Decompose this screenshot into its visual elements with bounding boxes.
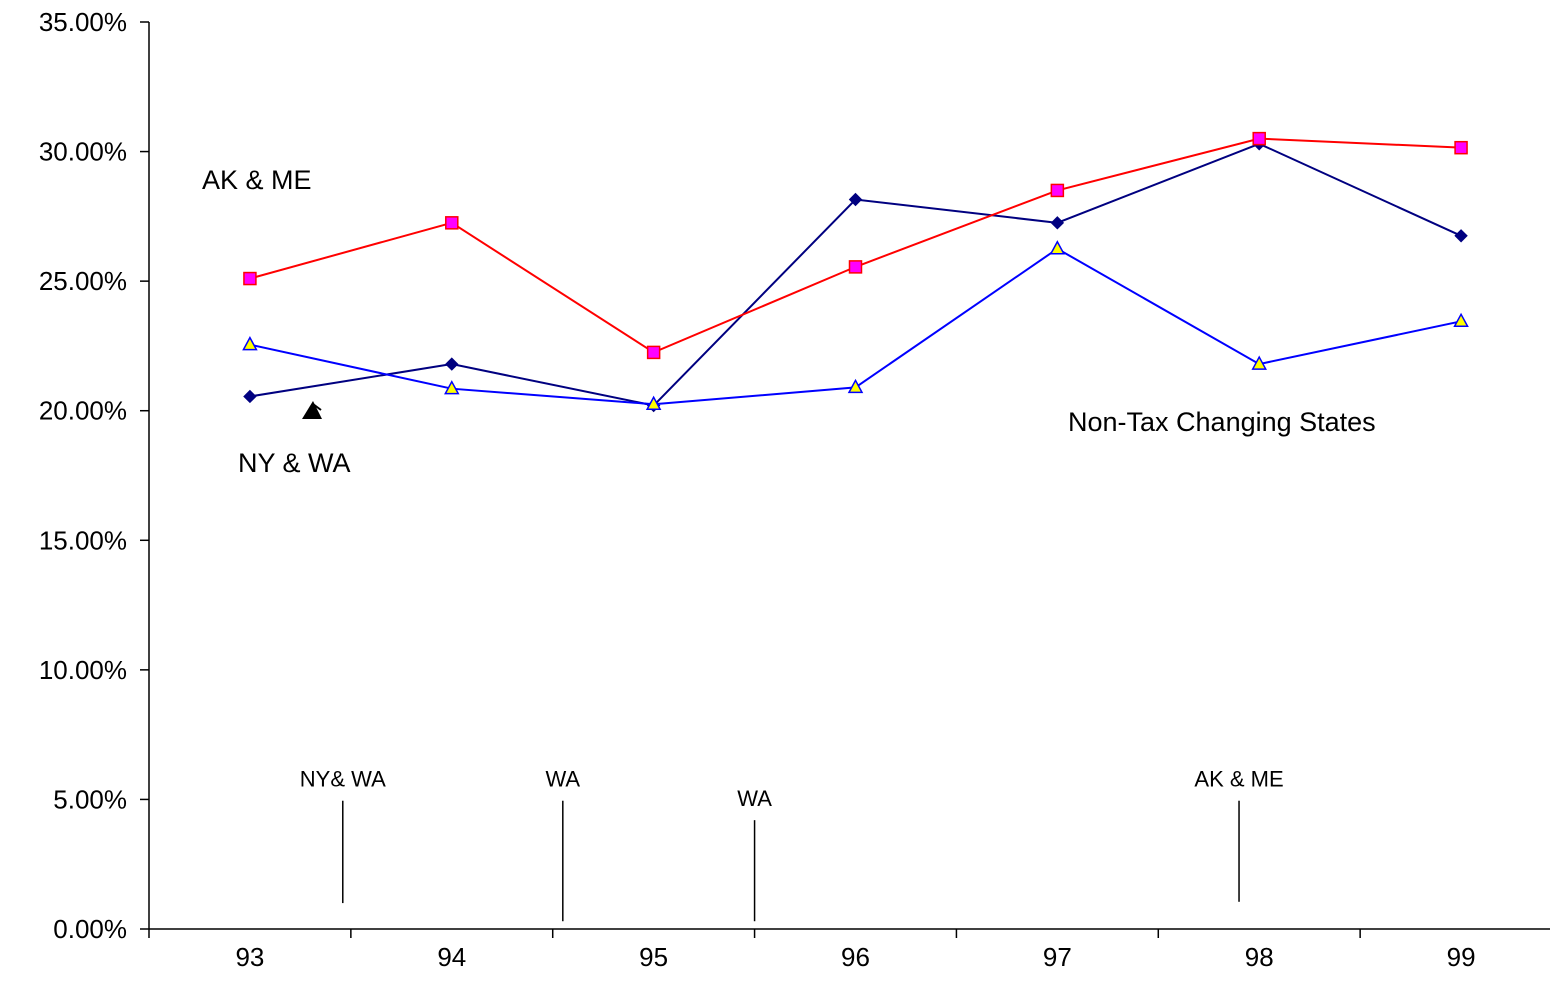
data-point-square — [243, 271, 257, 286]
data-point-triangle — [242, 336, 258, 351]
y-tick-label: 0.00% — [53, 914, 127, 944]
data-point-square — [1252, 131, 1266, 146]
data-point-diamond — [445, 357, 459, 371]
data-point-triangle — [1453, 312, 1469, 328]
event-markers: NY& WA WA WA AK & ME — [300, 767, 1284, 922]
x-tick-label: 97 — [1043, 942, 1072, 972]
event-label: AK & ME — [1194, 767, 1283, 792]
y-tick-label: 5.00% — [53, 784, 127, 814]
x-tick-label: 94 — [437, 942, 466, 972]
data-point-square — [1050, 183, 1065, 198]
arrowhead-icon — [302, 401, 322, 419]
data-point-square — [646, 345, 661, 360]
x-tick-label: 93 — [235, 942, 264, 972]
data-point-triangle — [1049, 240, 1066, 255]
y-tick-label: 10.00% — [39, 655, 127, 685]
annotation-ak-me: AK & ME — [202, 165, 312, 195]
annotation-ny-wa: NY & WA — [238, 448, 351, 478]
annotation-non-tax-changing-states: Non-Tax Changing States — [1068, 407, 1376, 437]
series-layer — [242, 131, 1469, 413]
data-point-diamond — [243, 389, 257, 404]
data-point-square — [1454, 140, 1468, 155]
x-tick-label: 95 — [639, 942, 668, 972]
data-point-triangle — [645, 395, 662, 410]
data-point-square — [848, 260, 863, 274]
data-point-diamond — [848, 192, 863, 207]
y-tick-label: 20.00% — [39, 396, 127, 426]
data-point-diamond — [1454, 229, 1468, 243]
arrow-line — [312, 403, 322, 411]
data-point-square — [445, 216, 459, 230]
data-point-triangle — [444, 380, 460, 395]
x-tick-label: 96 — [841, 942, 870, 972]
y-tick-label: 35.00% — [39, 7, 127, 37]
data-point-diamond — [1050, 216, 1065, 230]
event-label: NY& WA — [300, 767, 386, 792]
x-tick-label: 98 — [1245, 942, 1274, 972]
series-line-ak-me — [249, 137, 1462, 354]
annotations: AK & ME NY & WA Non-Tax Changing States — [202, 165, 1376, 478]
series-line-ny-wa — [249, 142, 1462, 407]
data-point-triangle — [1251, 355, 1267, 370]
axes: 0.00% 5.00% 10.00% 15.00% 20.00% 25.00% 30.00%… — [39, 7, 1550, 972]
x-tick-label: 99 — [1447, 942, 1476, 972]
event-label: WA — [545, 767, 580, 792]
y-tick-label: 15.00% — [39, 525, 127, 555]
y-tick-label: 25.00% — [39, 266, 127, 296]
event-label: WA — [737, 786, 772, 811]
y-tick-label: 30.00% — [39, 137, 127, 167]
data-point-triangle — [847, 378, 864, 394]
